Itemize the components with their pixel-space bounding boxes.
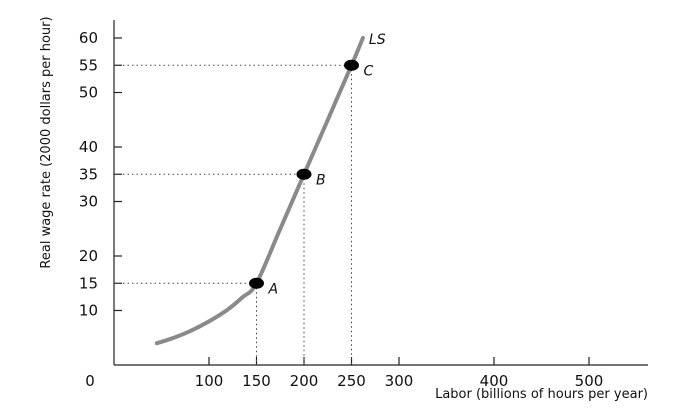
point-label-a: A — [268, 281, 279, 297]
point-label-c: C — [364, 63, 374, 79]
y-tick-label: 40 — [79, 138, 98, 156]
x-tick-label: 250 — [337, 372, 366, 390]
y-tick-label: 60 — [79, 29, 98, 47]
curve-label-ls: LS — [369, 32, 386, 48]
x-tick-label: 500 — [575, 372, 604, 390]
y-axis-title: Real wage rate (2000 dollars per hour) — [39, 16, 54, 268]
y-tick-label: 50 — [79, 84, 98, 102]
x-tick-label: 400 — [480, 372, 509, 390]
y-tick-label: 10 — [79, 302, 98, 320]
point-c — [344, 59, 359, 71]
y-tick-label: 30 — [79, 193, 98, 211]
origin-label: 0 — [85, 372, 95, 390]
point-b — [296, 168, 312, 180]
point-label-b: B — [316, 172, 326, 188]
point-a — [249, 277, 264, 289]
x-axis-title: Labor (billions of hours per year) — [435, 387, 648, 402]
curve-ls — [154, 36, 365, 346]
y-tick-label: 20 — [79, 247, 98, 265]
curves — [154, 36, 365, 346]
x-tick-label: 200 — [290, 372, 319, 390]
x-tick-label: 150 — [242, 372, 271, 390]
y-tick-label: 55 — [79, 56, 98, 74]
labels: LS A B C — [268, 32, 386, 297]
y-tick-label: 15 — [79, 274, 98, 292]
guide-lines — [114, 64, 352, 365]
x-tick-label: 300 — [385, 372, 414, 390]
data-points — [249, 59, 359, 289]
x-tick-label: 100 — [195, 372, 224, 390]
axes: 10 15 20 30 35 40 50 55 60 100 150 200 250 300 400 500 0… — [39, 16, 648, 402]
y-tick-label: 35 — [79, 165, 98, 183]
